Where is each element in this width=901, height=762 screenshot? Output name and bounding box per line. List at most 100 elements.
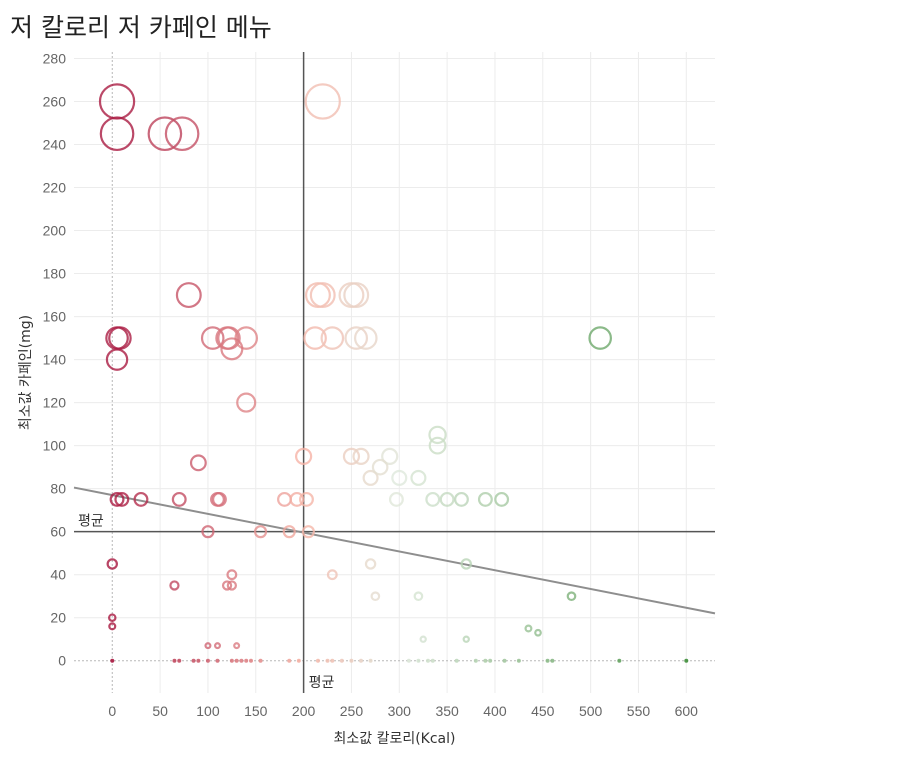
data-point[interactable] [147, 116, 183, 152]
data-point[interactable] [344, 326, 369, 350]
data-point[interactable] [106, 558, 118, 570]
data-point[interactable] [359, 658, 364, 663]
data-point[interactable] [617, 658, 622, 663]
data-point[interactable] [381, 447, 399, 465]
data-point[interactable] [114, 491, 130, 507]
data-point[interactable] [315, 658, 320, 663]
data-point[interactable] [362, 469, 379, 486]
data-point[interactable] [425, 491, 441, 507]
data-point[interactable] [428, 436, 447, 455]
data-point[interactable] [425, 658, 430, 663]
data-point[interactable] [550, 658, 555, 663]
data-point[interactable] [477, 491, 493, 507]
data-point[interactable] [234, 658, 239, 663]
data-point[interactable] [406, 658, 411, 663]
data-point[interactable] [229, 658, 234, 663]
data-point[interactable] [416, 658, 421, 663]
data-point[interactable] [454, 491, 469, 507]
data-point[interactable] [177, 658, 182, 663]
data-point[interactable] [287, 658, 292, 663]
data-point[interactable] [473, 658, 478, 663]
data-point[interactable] [248, 658, 253, 663]
data-point[interactable] [304, 83, 341, 120]
data-point[interactable] [226, 580, 237, 591]
data-point[interactable] [221, 580, 233, 591]
data-point[interactable] [460, 558, 472, 570]
data-point[interactable] [244, 658, 249, 663]
data-point[interactable] [226, 569, 238, 581]
data-point[interactable] [410, 469, 427, 486]
data-point[interactable] [299, 491, 314, 507]
data-point[interactable] [200, 326, 225, 350]
data-point[interactable] [175, 282, 202, 309]
data-point[interactable] [214, 642, 222, 650]
data-point[interactable] [524, 624, 533, 633]
data-point[interactable] [204, 642, 212, 650]
data-point[interactable] [684, 658, 689, 663]
data-point[interactable] [430, 658, 435, 663]
data-point[interactable] [236, 392, 257, 413]
data-point[interactable] [342, 447, 361, 465]
data-point[interactable] [110, 658, 115, 663]
data-point[interactable] [289, 491, 305, 507]
data-point[interactable] [220, 337, 244, 361]
data-point[interactable] [320, 326, 345, 350]
data-point[interactable] [99, 116, 135, 152]
data-point[interactable] [588, 326, 612, 350]
data-point[interactable] [371, 458, 389, 476]
data-point[interactable] [388, 491, 404, 507]
data-point[interactable] [534, 628, 542, 637]
data-point[interactable] [171, 491, 187, 507]
data-point[interactable] [169, 580, 180, 591]
data-point[interactable] [343, 282, 370, 309]
data-point[interactable] [309, 282, 336, 309]
data-point[interactable] [196, 658, 201, 663]
data-point[interactable] [303, 326, 327, 350]
data-point[interactable] [330, 658, 335, 663]
data-point[interactable] [215, 658, 220, 663]
data-point[interactable] [566, 591, 577, 602]
data-point[interactable] [364, 558, 377, 570]
data-point[interactable] [339, 658, 344, 663]
data-point[interactable] [296, 658, 301, 663]
data-point[interactable] [295, 447, 313, 465]
data-point[interactable] [368, 658, 373, 663]
data-point[interactable] [325, 658, 330, 663]
data-point[interactable] [108, 622, 117, 631]
data-point[interactable] [253, 525, 268, 539]
data-point[interactable] [201, 525, 215, 539]
data-point[interactable] [191, 658, 196, 663]
data-point[interactable] [483, 658, 488, 663]
data-point[interactable] [239, 658, 244, 663]
data-point[interactable] [516, 658, 521, 663]
data-point[interactable] [105, 348, 129, 371]
data-point[interactable] [217, 326, 241, 350]
data-point[interactable] [462, 635, 470, 643]
data-point[interactable] [488, 658, 493, 663]
data-point[interactable] [172, 658, 177, 663]
data-point[interactable] [211, 491, 227, 507]
data-point[interactable] [370, 591, 381, 602]
data-point[interactable] [439, 491, 455, 507]
data-point[interactable] [301, 525, 315, 539]
data-point[interactable] [282, 525, 296, 539]
data-point[interactable] [419, 635, 427, 643]
data-point[interactable] [133, 491, 149, 507]
data-point[interactable] [349, 658, 354, 663]
data-point[interactable] [277, 491, 292, 507]
data-point[interactable] [108, 613, 117, 622]
data-point[interactable] [233, 642, 241, 650]
data-point[interactable] [545, 658, 550, 663]
data-point[interactable] [109, 491, 125, 507]
data-point[interactable] [494, 491, 510, 507]
data-point[interactable] [391, 469, 408, 486]
data-point[interactable] [454, 658, 459, 663]
data-point[interactable] [189, 454, 207, 472]
data-point[interactable] [164, 116, 200, 152]
data-point[interactable] [352, 447, 370, 465]
data-point[interactable] [205, 658, 210, 663]
data-point[interactable] [258, 658, 263, 663]
data-point[interactable] [305, 282, 331, 309]
data-point[interactable] [502, 658, 507, 663]
data-point[interactable] [353, 326, 378, 350]
